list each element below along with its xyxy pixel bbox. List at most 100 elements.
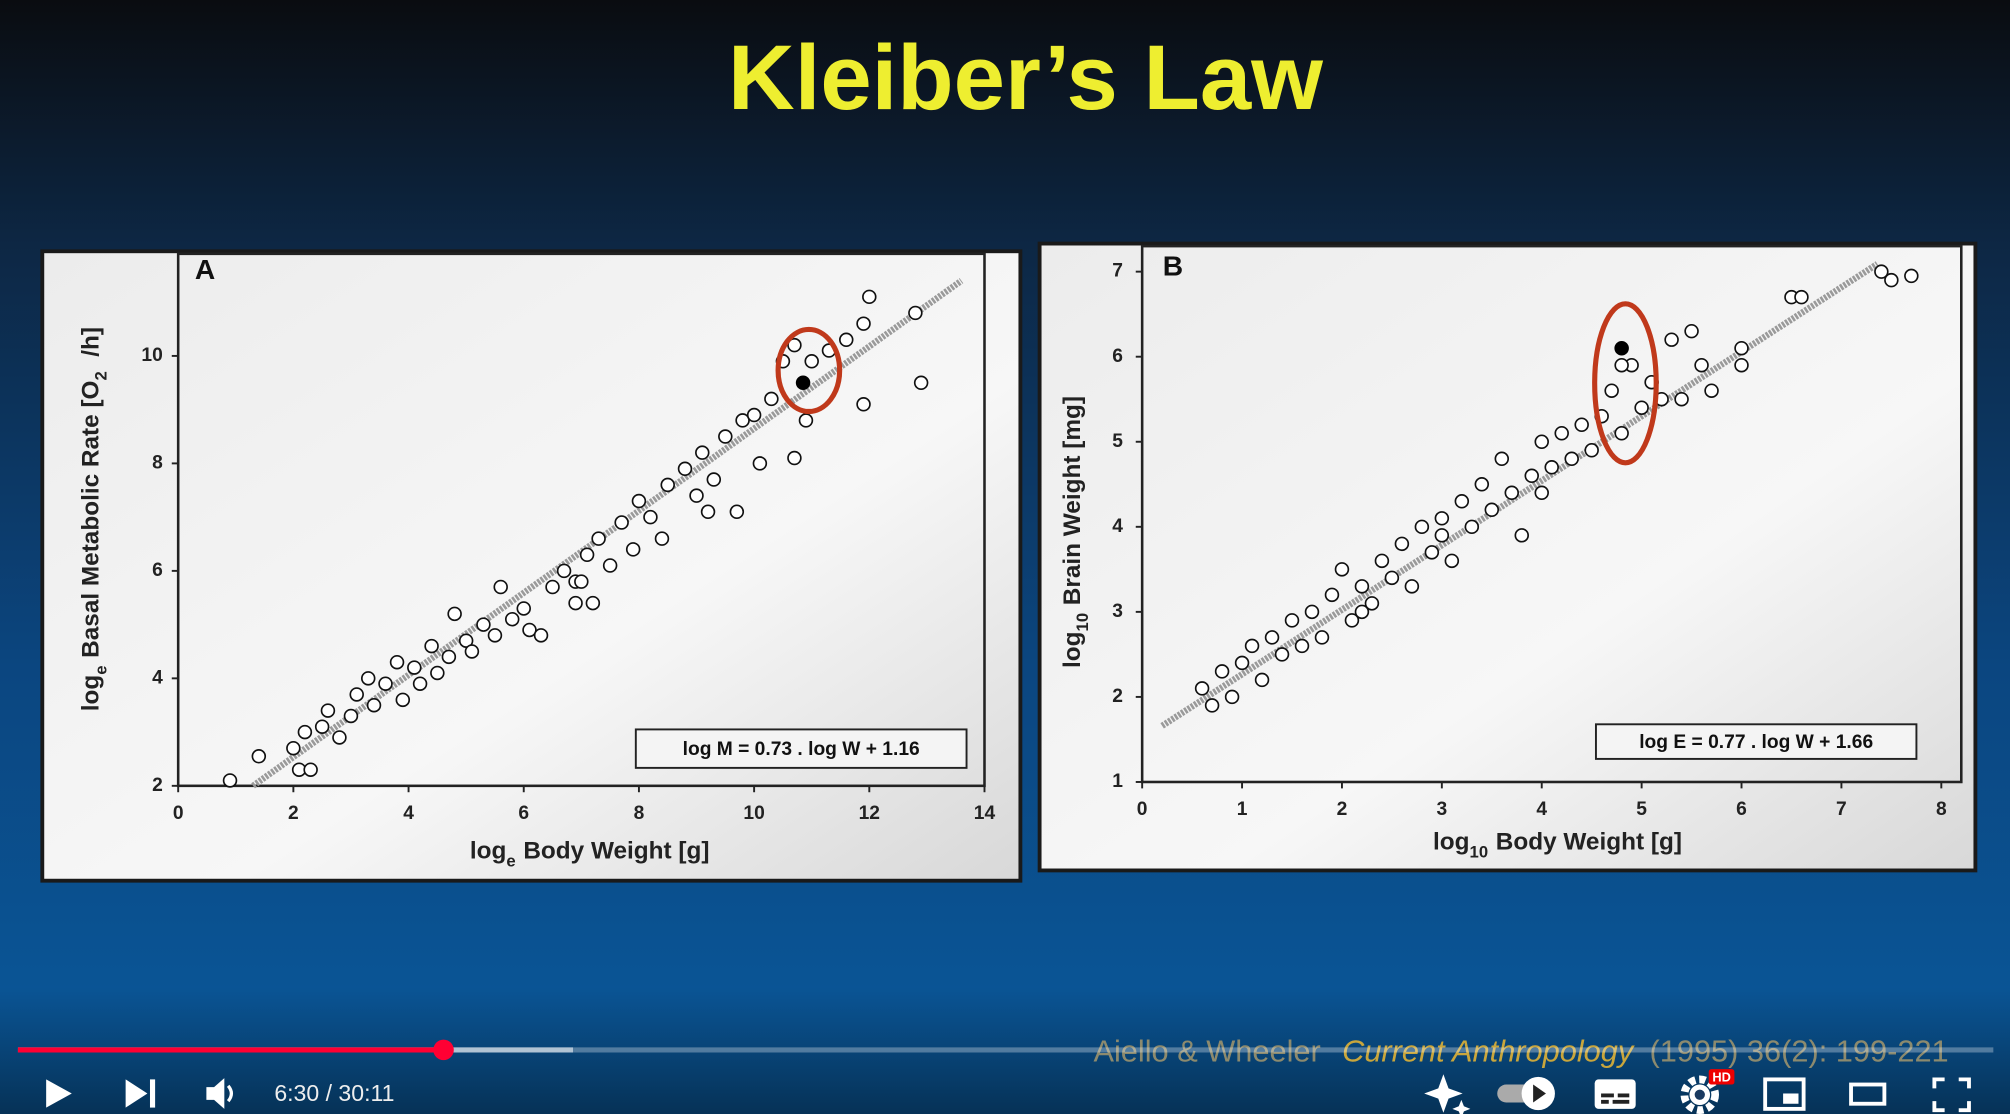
fullscreen-button[interactable]	[1932, 1077, 1971, 1113]
plot-frame	[1140, 244, 1963, 784]
scatter-point	[1534, 434, 1549, 450]
scatter-point	[1324, 587, 1340, 603]
scatter-point	[366, 697, 382, 713]
x-tick-label: 2	[288, 803, 299, 824]
scatter-point	[1354, 604, 1370, 620]
scatter-point	[574, 574, 589, 589]
scatter-point	[706, 472, 722, 487]
play-button[interactable]	[46, 1079, 72, 1108]
scatter-point	[700, 504, 716, 520]
scatter-point	[1564, 451, 1579, 467]
scatter-point	[1474, 477, 1490, 492]
panel-letter: B	[1163, 249, 1183, 281]
scatter-point	[1484, 502, 1500, 518]
scatter-point	[1524, 468, 1539, 484]
scatter-point	[660, 477, 675, 493]
scatter-point	[412, 676, 428, 691]
scatter-point	[389, 654, 405, 670]
scatter-point	[795, 375, 811, 391]
y-tick-label: 8	[152, 452, 163, 473]
scatter-point	[1214, 664, 1230, 679]
scatter-point	[360, 671, 376, 686]
scatter-point	[1684, 323, 1699, 339]
scatter-point	[1354, 579, 1370, 594]
scatter-point	[286, 740, 301, 756]
autoplay-toggle[interactable]	[1497, 1076, 1555, 1111]
scatter-point	[798, 413, 814, 428]
scatter-point	[1264, 630, 1280, 645]
scatter-point	[1494, 451, 1510, 467]
ai-button[interactable]	[1424, 1074, 1471, 1114]
scatter-point	[1374, 553, 1390, 569]
scatter-point	[1704, 383, 1719, 398]
scatter-point	[1294, 638, 1310, 654]
mute-button[interactable]	[206, 1078, 233, 1109]
y-tick-label: 3	[1112, 601, 1123, 622]
x-tick-label: 3	[1436, 799, 1447, 820]
x-tick-label: 5	[1636, 799, 1647, 820]
x-axis-label: loge Body Weight [g]	[470, 838, 710, 870]
subtitles-button[interactable]	[1594, 1079, 1636, 1109]
chart-panel	[1037, 241, 1978, 873]
scatter-point	[1334, 562, 1350, 577]
y-tick-label: 4	[1112, 516, 1123, 537]
time-display: 6:30 / 30:11	[274, 1080, 394, 1106]
y-tick-label: 6	[152, 560, 163, 581]
scatter-point	[303, 762, 318, 777]
y-tick-label: 7	[1112, 261, 1123, 282]
label-subscript: e	[91, 666, 110, 675]
scatter-point	[297, 724, 313, 740]
label-subscript: 10	[1470, 842, 1489, 861]
scatter-point	[343, 708, 359, 724]
slide-title: Kleiber’s Law	[728, 25, 1323, 129]
miniplayer-button[interactable]	[1763, 1077, 1806, 1111]
scatter-point	[677, 461, 693, 477]
scatter-point	[654, 531, 670, 546]
scatter-point	[516, 601, 531, 616]
scatter-point	[1574, 417, 1589, 432]
scatter-point	[1384, 570, 1400, 586]
scatter-point	[735, 413, 750, 428]
x-tick-label: 12	[859, 803, 880, 824]
progress-scrubber[interactable]	[433, 1039, 454, 1061]
scatter-point	[320, 703, 336, 718]
scatter-point	[441, 649, 457, 665]
scatter-point	[787, 337, 802, 353]
equation: log E = 0.77 . log W + 1.66	[1639, 732, 1873, 753]
x-tick-label: 2	[1337, 799, 1348, 820]
label-part: Body Weight [g]	[1496, 829, 1682, 856]
next-button[interactable]	[125, 1079, 156, 1108]
scatter-point	[908, 305, 923, 321]
citation-authors: Aiello & Wheeler	[1093, 1034, 1320, 1069]
scatter-point	[804, 354, 819, 369]
x-tick-label: 6	[518, 803, 529, 824]
settings-button[interactable]	[1680, 1075, 1720, 1114]
scatter-point	[1694, 357, 1709, 373]
scatter-point	[631, 493, 647, 509]
scatter-point	[1674, 391, 1689, 407]
highlight-ellipse	[775, 326, 843, 415]
label-subscript: e	[506, 851, 515, 870]
scatter-point	[447, 606, 462, 622]
plot-frame	[176, 252, 986, 788]
label-part: log	[1433, 829, 1470, 856]
x-axis-label: log10 Body Weight [g]	[1433, 829, 1682, 861]
scatter-point	[1604, 383, 1619, 398]
x-tick-label: 1	[1237, 799, 1248, 820]
scatter-point	[556, 563, 572, 579]
panel-letter: A	[195, 253, 215, 285]
y-axis-label: loge Basal Metabolic Rate [O2 /h]	[78, 327, 110, 711]
highlight-ellipse	[1592, 301, 1659, 466]
scatter-point	[349, 687, 364, 702]
citation-journal: Current Anthropology	[1342, 1034, 1635, 1069]
scatter-point	[643, 509, 658, 525]
scatter-point	[424, 638, 439, 654]
scatter-point	[1634, 400, 1649, 415]
equation-box	[634, 728, 968, 769]
theater-button[interactable]	[1849, 1082, 1887, 1106]
scatter-point	[602, 558, 618, 573]
scatter-point	[862, 289, 877, 305]
scatter-point	[1454, 494, 1470, 509]
